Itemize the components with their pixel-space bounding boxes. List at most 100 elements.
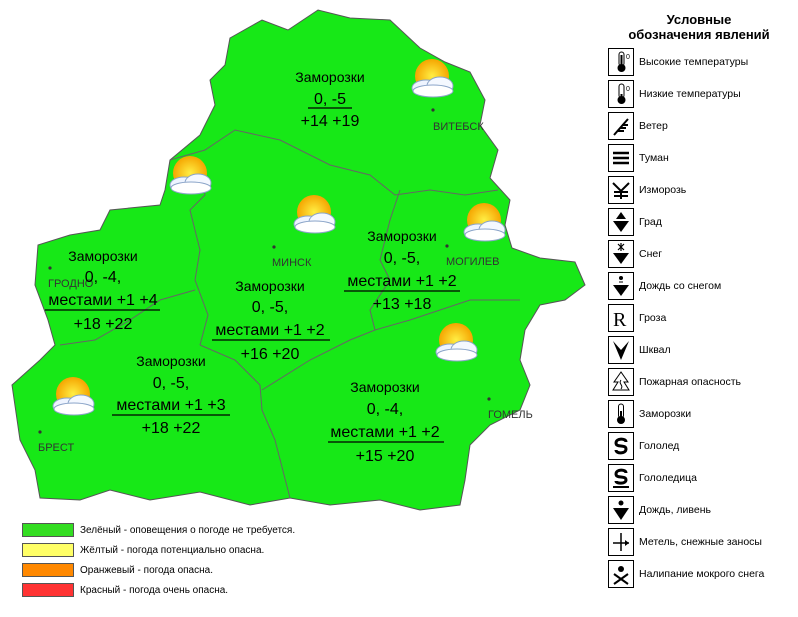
city-label: ГОМЕЛЬ [488, 409, 533, 421]
snow-icon [608, 240, 634, 268]
blizzard-icon [608, 528, 634, 556]
alert-legend-row: Оранжевый - погода опасна. [22, 560, 352, 580]
alert-legend-label: Красный - погода очень опасна. [80, 584, 229, 596]
region-day-temp: +15 +20 [356, 448, 415, 465]
legend-item: Дождь, ливень [608, 494, 790, 526]
thermometer-high-icon: 0 [608, 48, 634, 76]
region-frost-range: 0, -5 [314, 91, 346, 108]
region-forecast-vitebsk: Заморозки 0, -5 +14 +19 [295, 69, 364, 130]
legend-item: Снег [608, 238, 790, 270]
legend-label: Гололед [639, 440, 680, 452]
region-forecast-brest: Заморозки 0, -5, местами +1 +3 +18 +22 [112, 353, 230, 437]
region-local-range: местами +1 +2 [215, 322, 324, 339]
legend-item: Ветер [608, 110, 790, 142]
legend-label: Низкие температуры [639, 88, 741, 100]
region-day-temp: +14 +19 [301, 113, 360, 130]
city-label: МОГИЛЕВ [446, 256, 499, 268]
legend-item: Пожарная опасность [608, 366, 790, 398]
alert-legend-row: Жёлтый - погода потенциально опасна. [22, 540, 352, 560]
alert-legend-label: Жёлтый - погода потенциально опасна. [80, 544, 265, 556]
country-outline [11, 9, 586, 511]
thunderstorm-icon: R [608, 304, 634, 332]
thermometer-low-icon: 0 [608, 80, 634, 108]
region-phenomenon: Заморозки [68, 248, 137, 264]
region-local-range: местами +1 +2 [347, 273, 456, 290]
legend-item: Туман [608, 142, 790, 174]
legend-item: Град [608, 206, 790, 238]
city-markers: ВИТЕБСК ГРОДНО МИНСК МОГИЛЕВ БРЕСТ ГОМЕЛ… [38, 108, 533, 454]
region-frost-range: 0, -5, [384, 250, 420, 267]
legend-label: Изморозь [639, 184, 687, 196]
city-label: БРЕСТ [38, 442, 74, 454]
city-label: ГРОДНО [48, 278, 94, 290]
legend-item: Метель, снежные заносы [608, 526, 790, 558]
legend-label: Ветер [639, 120, 668, 132]
city-label: ВИТЕБСК [433, 121, 484, 133]
region-phenomenon: Заморозки [295, 69, 364, 85]
wind-icon [608, 112, 634, 140]
region-day-temp: +16 +20 [241, 346, 300, 363]
region-forecast-grodno: Заморозки 0, -4, местами +1 +4 +18 +22 [45, 248, 160, 333]
alert-level-legend: Зелёный - оповещения о погоде не требует… [22, 520, 352, 600]
region-forecast-gomel: Заморозки 0, -4, местами +1 +2 +15 +20 [328, 379, 444, 465]
alert-legend-label: Зелёный - оповещения о погоде не требует… [80, 524, 296, 536]
legend-label: Туман [639, 152, 669, 164]
legend-label: Метель, снежные заносы [639, 536, 762, 548]
region-frost-range: 0, -4, [85, 269, 121, 286]
legend-title-line: Условные [666, 12, 732, 27]
region-borders [59, 129, 520, 499]
region-forecast-minsk: Заморозки 0, -5, местами +1 +2 +16 +20 [212, 278, 330, 363]
alert-legend-row: Красный - погода очень опасна. [22, 580, 352, 600]
black-ice-icon [608, 464, 634, 492]
rime-icon [608, 176, 634, 204]
legend-item: Гололедица [608, 462, 790, 494]
region-day-temp: +18 +22 [74, 316, 133, 333]
city-label: МИНСК [272, 257, 312, 269]
legend-title-line: обозначения явлений [628, 27, 770, 42]
legend-label: Высокие температуры [639, 56, 749, 68]
legend-label: Град [639, 216, 662, 228]
fog-icon [608, 144, 634, 172]
legend-item: R Гроза [608, 302, 790, 334]
region-day-temp: +18 +22 [142, 420, 201, 437]
legend-item: Изморозь [608, 174, 790, 206]
legend-item: Гололед [608, 430, 790, 462]
legend-label: Заморозки [639, 408, 692, 420]
glaze-ice-icon [608, 432, 634, 460]
squall-icon [608, 336, 634, 364]
sleet-icon [608, 272, 634, 300]
svg-text:0: 0 [626, 86, 630, 93]
alert-legend-row: Зелёный - оповещения о погоде не требует… [22, 520, 352, 540]
region-forecast-mogilev: Заморозки 0, -5, местами +1 +2 +13 +18 [344, 228, 460, 313]
region-phenomenon: Заморозки [235, 278, 304, 294]
belarus-map: ВИТЕБСК ГРОДНО МИНСК МОГИЛЕВ БРЕСТ ГОМЕЛ… [11, 9, 586, 511]
region-local-range: местами +1 +4 [48, 292, 157, 309]
legend-label: Налипание мокрого снега [639, 568, 765, 580]
region-frost-range: 0, -4, [367, 401, 403, 418]
legend-label: Шквал [639, 344, 671, 356]
legend-label: Дождь, ливень [639, 504, 711, 516]
red-swatch [22, 583, 74, 597]
region-phenomenon: Заморозки [367, 228, 436, 244]
region-frost-range: 0, -5, [153, 375, 189, 392]
svg-text:0: 0 [626, 54, 630, 61]
legend-item: Налипание мокрого снега [608, 558, 790, 590]
region-phenomenon: Заморозки [350, 379, 419, 395]
region-frost-range: 0, -5, [252, 299, 288, 316]
phenomena-legend: Условные обозначения явлений 0 Высокие т… [608, 12, 790, 590]
legend-item: Заморозки [608, 398, 790, 430]
legend-item: 0 Высокие температуры [608, 46, 790, 78]
region-phenomenon: Заморозки [136, 353, 205, 369]
rain-shower-icon [608, 496, 634, 524]
svg-text:R: R [613, 309, 627, 330]
region-local-range: местами +1 +3 [116, 397, 225, 414]
legend-label: Пожарная опасность [639, 376, 741, 388]
legend-item: 0 Низкие температуры [608, 78, 790, 110]
orange-swatch [22, 563, 74, 577]
region-local-range: местами +1 +2 [330, 424, 439, 441]
legend-label: Гололедица [639, 472, 698, 484]
region-day-temp: +13 +18 [373, 296, 432, 313]
legend-label: Дождь со снегом [639, 280, 722, 292]
green-swatch [22, 523, 74, 537]
fire-danger-icon [608, 368, 634, 396]
